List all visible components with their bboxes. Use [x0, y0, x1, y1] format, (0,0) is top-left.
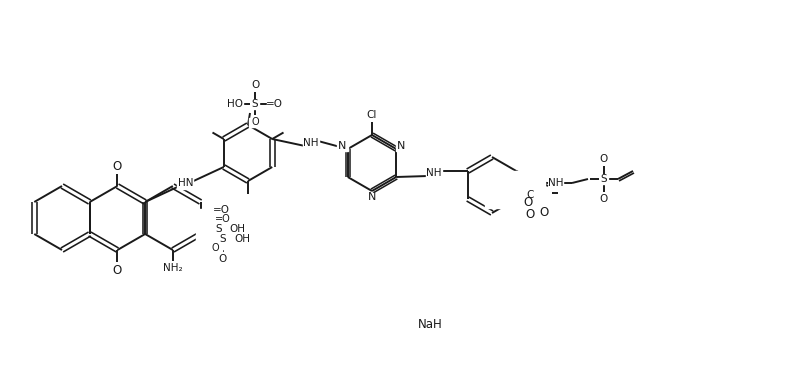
- Bar: [485, 170, 545, 195]
- Text: NH: NH: [303, 138, 318, 148]
- Text: N: N: [338, 141, 346, 151]
- Text: O: O: [212, 243, 220, 253]
- Bar: [426, 168, 442, 178]
- Bar: [230, 224, 245, 234]
- Bar: [217, 255, 229, 263]
- Text: N: N: [368, 192, 376, 202]
- Text: O: O: [525, 208, 535, 220]
- Text: NH: NH: [426, 168, 442, 178]
- Text: OH: OH: [234, 234, 250, 244]
- Text: S: S: [215, 224, 222, 234]
- Bar: [111, 265, 124, 275]
- Text: O: O: [251, 117, 259, 127]
- Bar: [111, 161, 124, 171]
- Bar: [267, 99, 281, 109]
- Bar: [303, 138, 319, 148]
- Bar: [597, 155, 610, 163]
- Bar: [396, 142, 407, 151]
- Text: NH₂: NH₂: [163, 263, 183, 273]
- Text: HN: HN: [178, 178, 193, 188]
- Text: NH: NH: [549, 178, 564, 188]
- Bar: [196, 209, 245, 249]
- Bar: [367, 192, 378, 202]
- Text: O: O: [251, 80, 259, 90]
- Bar: [597, 195, 610, 204]
- Bar: [214, 205, 229, 215]
- Text: N: N: [397, 141, 406, 151]
- Bar: [215, 224, 223, 234]
- Text: O: O: [600, 194, 608, 204]
- Bar: [524, 209, 537, 219]
- Bar: [251, 99, 259, 109]
- Bar: [521, 198, 534, 208]
- Bar: [177, 178, 193, 188]
- Text: O: O: [113, 263, 122, 276]
- Bar: [209, 243, 222, 253]
- Text: OH: OH: [229, 224, 245, 234]
- Text: NaH: NaH: [418, 318, 443, 332]
- Text: C: C: [527, 190, 534, 200]
- Text: O: O: [218, 254, 227, 264]
- Bar: [485, 192, 545, 208]
- Text: HO: HO: [227, 99, 243, 109]
- Text: O: O: [113, 159, 122, 173]
- Bar: [249, 81, 261, 89]
- Text: S: S: [601, 174, 607, 184]
- Bar: [164, 263, 182, 273]
- Bar: [234, 234, 250, 244]
- Bar: [525, 191, 537, 199]
- Text: =O: =O: [213, 205, 230, 215]
- Bar: [249, 117, 261, 127]
- Text: O: O: [600, 154, 608, 164]
- Bar: [416, 318, 444, 332]
- Bar: [337, 142, 348, 151]
- Bar: [219, 234, 226, 244]
- Bar: [365, 110, 379, 120]
- Text: S: S: [252, 99, 258, 109]
- Text: =O: =O: [265, 99, 282, 109]
- Bar: [538, 209, 551, 217]
- Text: S: S: [219, 234, 226, 244]
- Text: =O: =O: [215, 214, 230, 224]
- Text: O: O: [540, 206, 549, 219]
- Bar: [216, 215, 229, 223]
- Bar: [227, 99, 243, 109]
- Text: Cl: Cl: [367, 110, 377, 120]
- Bar: [600, 174, 608, 184]
- Bar: [549, 178, 563, 188]
- Text: O: O: [524, 197, 533, 209]
